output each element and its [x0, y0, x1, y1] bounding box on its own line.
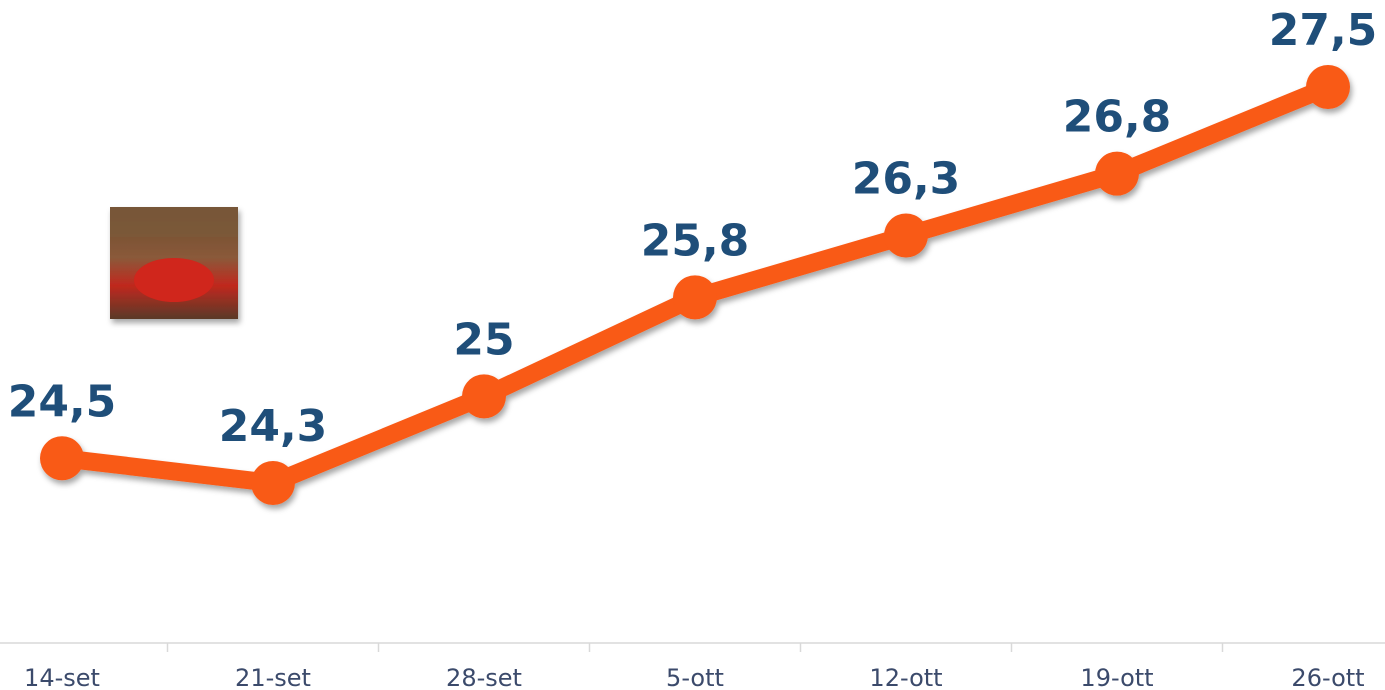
point [40, 436, 84, 481]
x-tick-label: 21-set [235, 664, 311, 690]
photo [110, 207, 238, 319]
point [1306, 65, 1350, 109]
value-label: 25,8 [641, 215, 750, 266]
x-tick-label: 14-set [24, 664, 100, 690]
series [40, 65, 1350, 505]
value-label: 24,5 [8, 376, 117, 427]
value-label: 24,3 [219, 401, 328, 452]
value-label: 26,8 [1063, 92, 1172, 143]
photo-wall [110, 207, 238, 237]
photo-floor [134, 258, 214, 302]
point [673, 275, 717, 320]
plot: 24,5 24,3 25 25,8 26,3 26,8 27,5 [8, 5, 1378, 505]
value-label: 25 [453, 314, 514, 365]
point [251, 461, 295, 505]
x-ticks: 14-set 21-set 28-set 5-ott 12-ott 19-ott 26-ot… [24, 643, 1365, 690]
value-label: 27,5 [1269, 5, 1378, 56]
x-tick-label: 12-ott [869, 664, 942, 690]
point [462, 374, 506, 419]
x-tick-label: 19-ott [1080, 664, 1153, 690]
value-label: 26,3 [852, 154, 961, 205]
x-tick-label: 5-ott [666, 664, 724, 690]
x-tick-label: 26-ott [1291, 664, 1364, 690]
point [1095, 151, 1139, 196]
point [884, 213, 928, 258]
x-tick-label: 28-set [446, 664, 522, 690]
